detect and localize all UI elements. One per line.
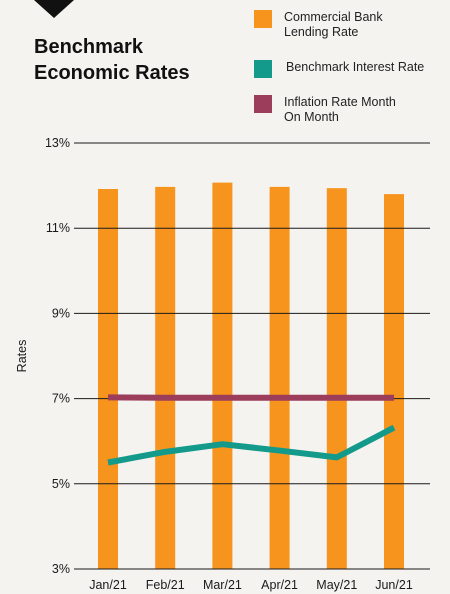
bar-jan-21 — [98, 189, 118, 569]
legend-swatch-interest-rate — [254, 60, 272, 78]
legend-label-inflation-rate-line-2: On Month — [284, 110, 339, 124]
x-tick-label-jan-21: Jan/21 — [89, 578, 127, 592]
bar-apr-21 — [269, 186, 290, 570]
bar-mar-21 — [212, 182, 233, 570]
y-tick-label-7: 7% — [52, 392, 70, 406]
legend-label-lending-rate: Commercial Bank Lending Rate — [284, 10, 383, 40]
bar-jun-21 — [384, 194, 404, 569]
legend-label-interest-rate: Benchmark Interest Rate — [286, 60, 424, 75]
bar-feb-21 — [155, 186, 176, 570]
x-tick-label-jun-21: Jun/21 — [375, 578, 413, 592]
y-tick-label-11: 11% — [46, 221, 70, 235]
bar-may-21 — [326, 188, 347, 569]
line-series-benchmark-interest-rate — [107, 424, 396, 466]
legend-item-interest-rate: Benchmark Interest Rate — [254, 60, 424, 78]
y-axis-label: Rates — [15, 340, 29, 373]
legend-swatch-lending-rate — [254, 10, 272, 28]
y-tick-label-13: 13% — [45, 136, 70, 150]
chart-title-line-1: Benchmark — [34, 36, 143, 58]
legend-label-lending-rate-line-2: Lending Rate — [284, 25, 359, 39]
legend-label-lending-rate-line-1: Commercial Bank — [284, 10, 383, 24]
legend-swatch-inflation-rate — [254, 95, 272, 113]
legend-label-interest-rate-line-1: Benchmark Interest Rate — [286, 60, 425, 74]
x-tick-label-may-21: May/21 — [316, 578, 357, 592]
chart-title-line-2: Economic Rates — [34, 62, 190, 84]
legend-item-lending-rate: Commercial Bank Lending Rate — [254, 10, 383, 40]
y-tick-label-9: 9% — [52, 306, 70, 320]
legend-label-inflation-rate: Inflation Rate Month On Month — [284, 95, 396, 125]
y-tick-label-3: 3% — [52, 562, 70, 576]
chart-title: Benchmark Economic Rates — [34, 34, 190, 86]
legend-item-inflation-rate: Inflation Rate Month On Month — [254, 95, 396, 125]
x-tick-label-mar-21: Mar/21 — [203, 578, 242, 592]
x-tick-label-feb-21: Feb/21 — [146, 578, 185, 592]
y-tick-label-5: 5% — [52, 477, 70, 491]
legend-label-inflation-rate-line-1: Inflation Rate Month — [284, 95, 396, 109]
x-tick-label-apr-21: Apr/21 — [261, 578, 298, 592]
